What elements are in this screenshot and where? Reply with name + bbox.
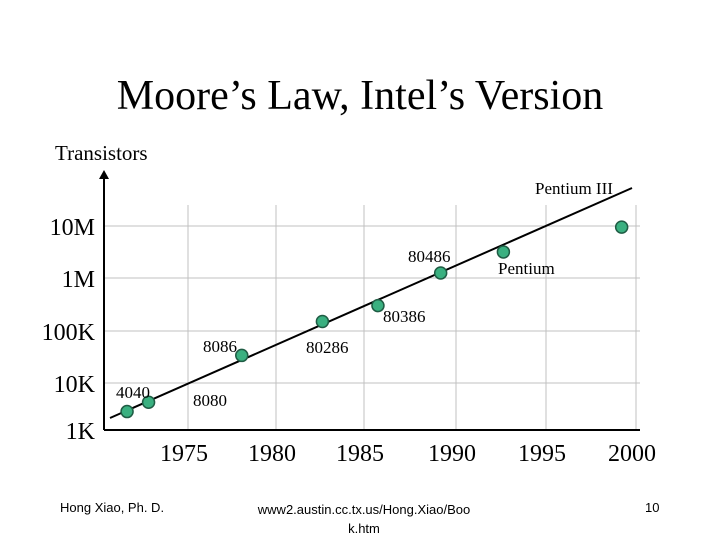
y-tick-label: 100K (42, 320, 96, 346)
footer-url: www2.austin.cc.tx.us/Hong.Xiao/Boo k.htm (257, 502, 471, 536)
data-point (371, 298, 385, 313)
x-tick-label: 1975 (160, 441, 208, 467)
x-tick-label: 1985 (336, 441, 384, 467)
y-axis-arrow (99, 170, 109, 179)
page-number: 10 (645, 500, 660, 515)
data-point (141, 395, 156, 410)
y-tick-label: 1M (62, 267, 95, 293)
annotation-label: 80286 (306, 338, 349, 357)
annotation-label: 80386 (383, 307, 426, 326)
point-label: 8086 (203, 337, 237, 356)
data-point (120, 404, 134, 419)
y-tick-label: 10K (54, 372, 96, 398)
y-tick-label: 10M (50, 215, 95, 241)
x-tick-label: 1980 (248, 441, 296, 467)
slide-title: Moore’s Law, Intel’s Version (116, 73, 604, 119)
y-axis-label: Transistors (55, 141, 148, 165)
trend-line (109, 187, 633, 419)
x-tick-label: 1995 (518, 441, 566, 467)
x-tick-label: 2000 (608, 441, 656, 467)
data-point (496, 245, 511, 259)
data-point (235, 348, 249, 363)
data-point (315, 314, 330, 329)
footer-author: Hong Xiao, Ph. D. (60, 500, 165, 515)
data-point (433, 266, 448, 280)
y-tick-label: 1K (66, 419, 96, 445)
annotation-label: Pentium III (535, 179, 613, 198)
data-point (614, 220, 629, 234)
annotation-label: Pentium (498, 259, 555, 278)
point-label: 4040 (116, 383, 150, 402)
x-tick-label: 1990 (428, 441, 476, 467)
point-label: 80486 (408, 247, 451, 266)
annotation-label: 8080 (193, 391, 227, 410)
